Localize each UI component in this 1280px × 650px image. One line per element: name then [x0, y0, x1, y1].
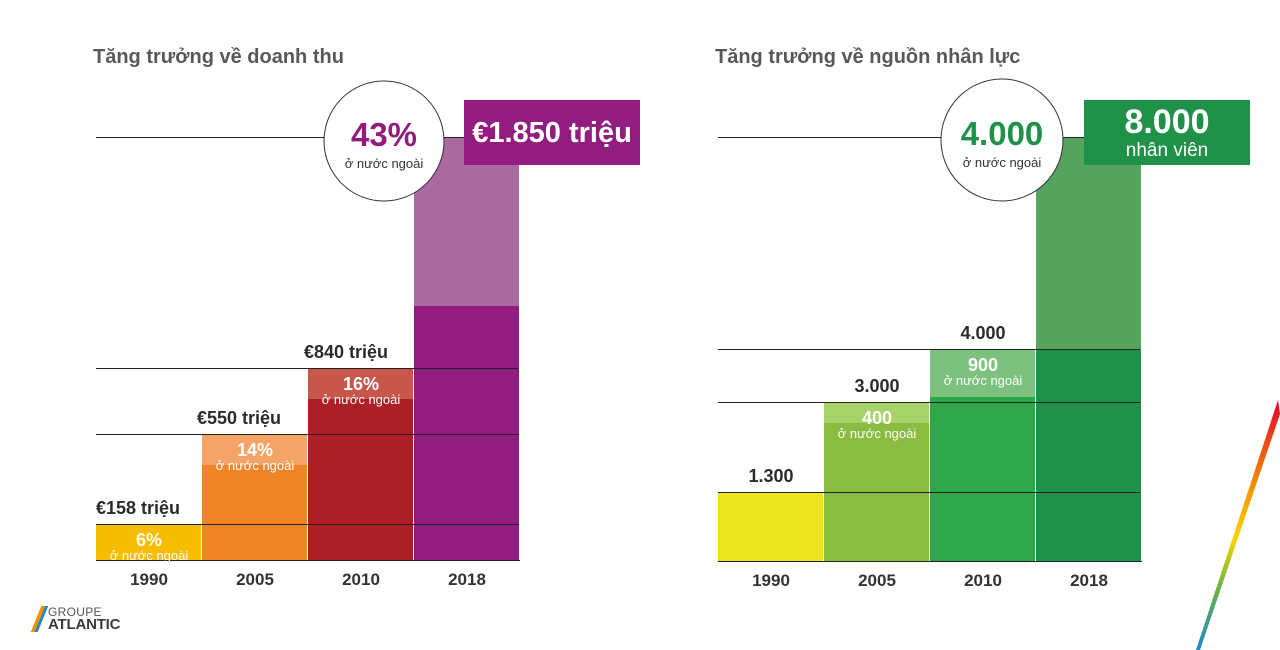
foreign-value-2005: 400 [862, 408, 892, 428]
foreign-caption-2010: ở nước ngoài [944, 373, 1023, 388]
total-badge [1084, 100, 1250, 165]
total-badge-caption: nhân viên [1126, 140, 1208, 161]
foreign-circle-value: 43% [351, 116, 417, 153]
logo-line1: GROUPE [48, 605, 102, 619]
bar-2005 [824, 402, 929, 561]
rainbow-stripe-decoration [1196, 400, 1280, 650]
bar-foreign-2005 [824, 402, 929, 423]
bar-1990 [96, 524, 201, 560]
bar-foreign-2010 [930, 349, 1035, 397]
category-label-2005: 2005 [858, 571, 896, 590]
value-label-1990: 1.300 [748, 466, 793, 486]
category-label-2005: 2005 [236, 570, 274, 589]
value-label-2005: €550 triệu [197, 408, 281, 428]
groupe-atlantic-logo: GROUPE ATLANTIC [30, 605, 144, 635]
foreign-caption-2005: ở nước ngoài [216, 458, 295, 473]
foreign-value-1990: 6% [136, 530, 162, 550]
category-label-2010: 2010 [342, 570, 380, 589]
total-badge-value: €1.850 triệu [472, 117, 632, 149]
foreign-caption-1990: ở nước ngoài [110, 548, 189, 563]
foreign-caption-2005: ở nước ngoài [838, 426, 917, 441]
staff-chart-title: Tăng trưởng về nguồn nhân lực [715, 46, 1021, 68]
bar-1990 [718, 492, 823, 561]
bar-foreign-2005 [202, 434, 307, 465]
category-label-2018: 2018 [448, 570, 486, 589]
foreign-caption-2010: ở nước ngoài [322, 392, 401, 407]
total-badge-value: 8.000 [1124, 103, 1209, 141]
category-label-2018: 2018 [1070, 571, 1108, 590]
bar-foreign-2010 [308, 368, 413, 399]
foreign-value-2005: 14% [237, 440, 273, 460]
foreign-value-2010: 16% [343, 374, 379, 394]
value-label-2010: €840 triệu [304, 342, 388, 362]
foreign-circle [940, 78, 1064, 202]
foreign-circle-caption: ở nước ngoài [345, 156, 424, 171]
category-label-1990: 1990 [130, 570, 168, 589]
foreign-circle-value: 4.000 [961, 115, 1044, 152]
bar-2010 [308, 368, 413, 560]
category-label-1990: 1990 [752, 571, 790, 590]
value-label-2005: 3.000 [854, 376, 899, 396]
value-label-1990: €158 triệu [96, 498, 180, 518]
logo-line2: ATLANTIC [48, 616, 121, 633]
foreign-circle [323, 80, 445, 202]
revenue-chart: 1990 2005 2010 2018 €158 triệu €550 triệu €840… [96, 80, 640, 589]
category-label-2010: 2010 [964, 571, 1002, 590]
value-label-2010: 4.000 [960, 323, 1005, 343]
revenue-chart-title: Tăng trưởng về doanh thu [93, 46, 344, 68]
foreign-value-2010: 900 [968, 355, 998, 375]
total-badge [464, 100, 640, 165]
foreign-circle-caption: ở nước ngoài [963, 155, 1042, 170]
